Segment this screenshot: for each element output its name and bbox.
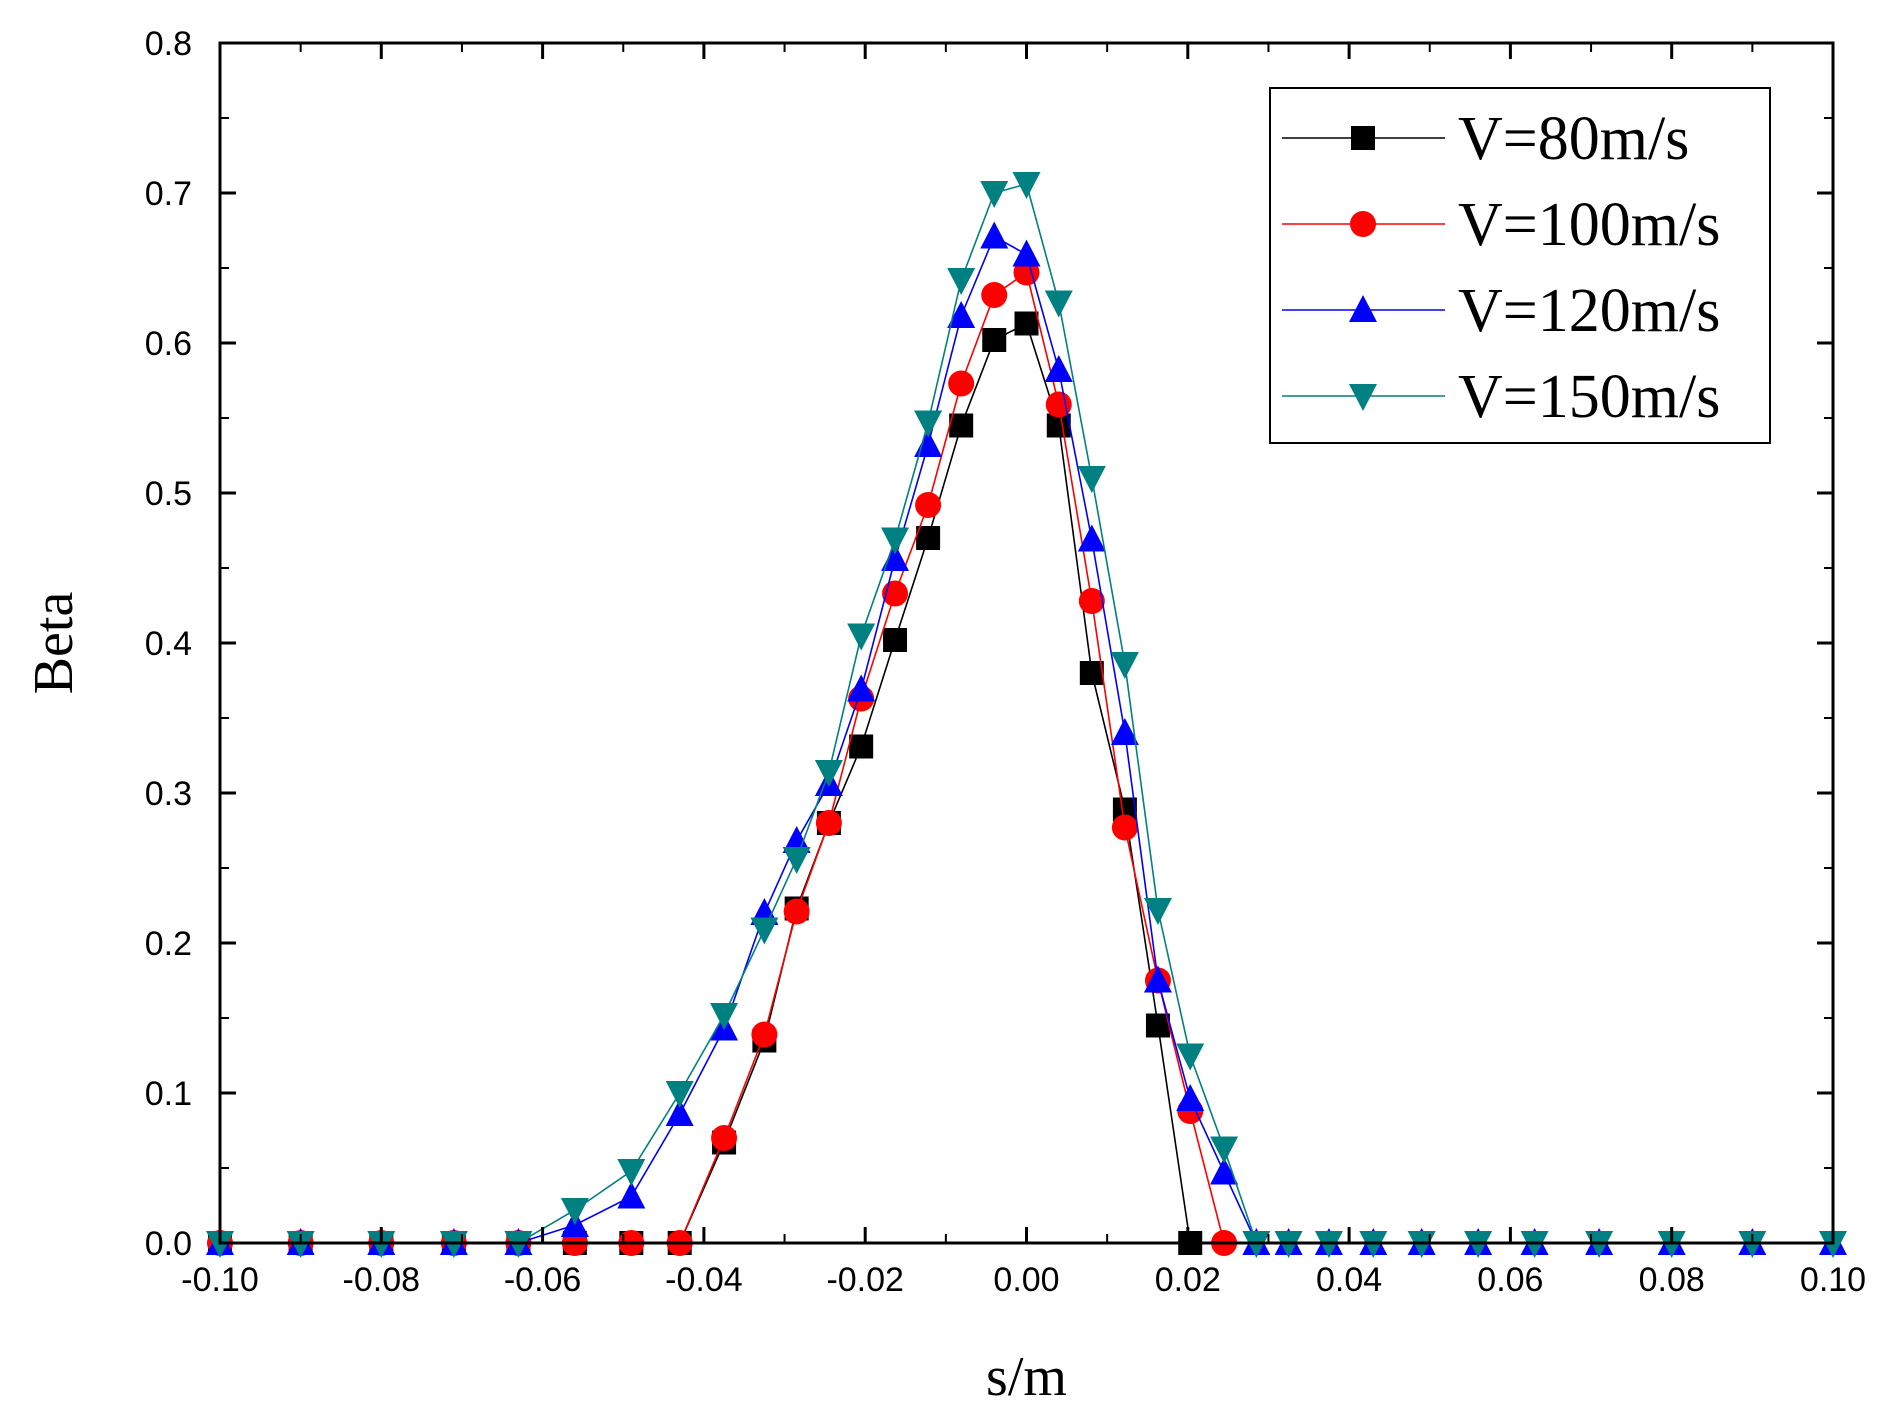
legend-label: V=150m/s [1458, 363, 1720, 431]
data-point [1110, 652, 1139, 679]
x-tick-label: -0.02 [826, 1261, 904, 1299]
data-point [711, 1125, 738, 1151]
legend-label: V=100m/s [1458, 191, 1720, 259]
data-point [949, 413, 974, 438]
data-point [1210, 1157, 1239, 1185]
data-point [1045, 391, 1072, 418]
x-axis-title: s/m [986, 1346, 1067, 1408]
axes-layer: -0.10 -0.08 -0.06 -0.04 -0.02 0.00 0.02 0.04 0.0… [23, 25, 1866, 1408]
data-point [883, 628, 908, 652]
data-point [782, 826, 811, 853]
legend-marker [1349, 384, 1377, 411]
y-tick-label: 0.4 [145, 625, 192, 663]
data-point [1145, 1013, 1170, 1038]
data-point [847, 674, 876, 702]
data-point [782, 847, 811, 874]
legend-item: V=80m/s [1282, 105, 1689, 173]
y-tick-label: 0.3 [145, 775, 192, 813]
y-tick-label: 0.1 [145, 1075, 192, 1113]
x-tick-label: -0.06 [504, 1261, 582, 1299]
data-point [1110, 718, 1139, 745]
data-point [1078, 588, 1105, 614]
data-point [980, 181, 1009, 208]
x-tick-label: -0.04 [665, 1261, 743, 1299]
data-point [980, 221, 1009, 249]
legend-marker [1351, 126, 1375, 150]
data-point [981, 282, 1008, 308]
y-tick-label: 0.2 [145, 925, 192, 963]
data-point [815, 810, 842, 836]
legend-item: V=120m/s [1282, 277, 1720, 345]
data-point [560, 1198, 589, 1225]
legend-label: V=120m/s [1458, 277, 1720, 345]
data-point [947, 301, 976, 328]
x-tick-label: -0.08 [343, 1261, 421, 1299]
data-point [881, 527, 910, 555]
x-tick-label: 0.06 [1477, 1261, 1543, 1299]
data-point [1012, 239, 1041, 267]
data-point [814, 760, 843, 787]
y-tick-label: 0.6 [145, 325, 192, 363]
data-point [916, 526, 941, 550]
y-axis-title: Beta [23, 592, 85, 695]
data-point [849, 734, 874, 759]
series-2 [207, 259, 1238, 1256]
x-tick-label: 0.08 [1639, 1261, 1705, 1299]
data-point [1012, 172, 1041, 199]
legend-label: V=80m/s [1458, 105, 1689, 173]
data-point [881, 544, 910, 571]
data-point [1079, 661, 1104, 685]
x-tick-label: 0.10 [1800, 1261, 1866, 1299]
legend-marker [1350, 211, 1376, 237]
data-point [1044, 355, 1073, 382]
data-point [665, 1081, 694, 1108]
x-tick-label: -0.10 [181, 1261, 259, 1299]
data-point [947, 268, 976, 295]
data-point [783, 898, 810, 925]
data-point [1014, 311, 1039, 336]
series-line [220, 271, 1225, 1244]
legend-marker [1349, 295, 1377, 322]
data-point [982, 328, 1007, 352]
data-point [1143, 965, 1172, 993]
x-tick-label: 0.02 [1155, 1261, 1221, 1299]
data-point [617, 1181, 646, 1209]
data-point [915, 492, 942, 518]
data-point [847, 623, 876, 651]
data-point [665, 1099, 694, 1126]
legend-item: V=150m/s [1282, 363, 1720, 431]
data-point [617, 1159, 646, 1186]
y-tick-label: 0.8 [145, 25, 192, 63]
y-tick-label: 0.7 [145, 175, 192, 213]
legend: V=80m/s V=100m/s V=120m/s V=150m/s [1269, 87, 1771, 444]
data-point [750, 917, 779, 945]
data-point [914, 410, 943, 438]
data-point [1044, 290, 1073, 318]
data-point [1176, 1043, 1205, 1071]
legend-item: V=100m/s [1282, 191, 1720, 259]
series-line [220, 322, 1191, 1244]
data-point [1077, 524, 1106, 552]
data-point [948, 370, 975, 397]
data-point [1210, 1136, 1239, 1164]
data-point [710, 1003, 739, 1030]
data-point [1143, 898, 1172, 925]
x-tick-label: 0.04 [1316, 1261, 1382, 1299]
data-point [1111, 814, 1138, 841]
y-tick-label: 0.0 [145, 1225, 192, 1263]
data-point [751, 1021, 778, 1048]
data-point [1176, 1084, 1205, 1111]
x-tick-label: 0.00 [993, 1261, 1059, 1299]
series-1 [208, 311, 1203, 1255]
data-point [1077, 466, 1106, 493]
y-tick-label: 0.5 [145, 475, 192, 513]
data-point [914, 430, 943, 457]
